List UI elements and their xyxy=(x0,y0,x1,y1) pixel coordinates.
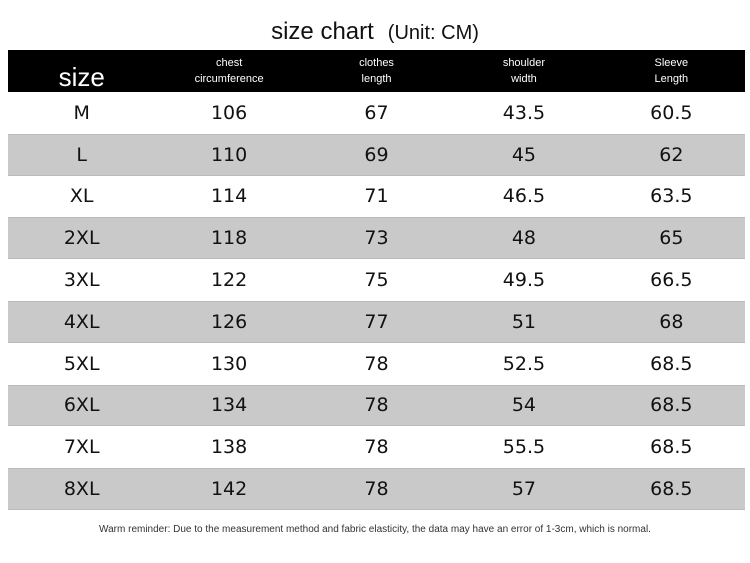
table-row: 7XL 138 78 55.5 68.5 xyxy=(8,426,745,468)
title: size chart (Unit: CM) xyxy=(0,18,750,46)
table-cell: 6XL xyxy=(63,394,100,417)
table-cell: 45 xyxy=(511,143,537,166)
table-row: 4XL 126 77 51 68 xyxy=(8,300,745,343)
table-cell: 68 xyxy=(659,310,684,333)
table-cell: 69 xyxy=(364,143,389,166)
table-row: 5XL 130 78 52.5 68.5 xyxy=(8,343,745,385)
size-table: size chest circumference clothes length shoul… xyxy=(8,50,745,510)
table-cell: 68.5 xyxy=(650,394,693,417)
table-cell: 65 xyxy=(659,227,684,250)
table-cell: 118 xyxy=(210,227,248,250)
table-row: 3XL 122 75 49.5 66.5 xyxy=(8,259,745,301)
table-row: 6XL 134 78 54 68.5 xyxy=(8,384,745,427)
table-cell: 3XL xyxy=(63,269,100,292)
table-cell: 78 xyxy=(364,436,389,459)
table-cell: 68.5 xyxy=(650,478,693,501)
table-row: 2XL 118 73 48 65 xyxy=(8,217,745,260)
table-cell: 2XL xyxy=(63,227,100,250)
table-cell: 67 xyxy=(364,101,389,124)
table-row: XL 114 71 46.5 63.5 xyxy=(8,176,745,218)
table-cell: XL xyxy=(69,185,94,208)
table-cell: 7XL xyxy=(63,436,100,459)
table-cell: 62 xyxy=(659,143,684,166)
table-row: 8XL 142 78 57 68.5 xyxy=(8,468,745,510)
table-cell: 75 xyxy=(364,269,389,292)
table-row: M 106 67 43.5 60.5 xyxy=(8,92,745,134)
table-cell: 110 xyxy=(210,143,248,166)
header-text: chest xyxy=(215,57,243,69)
table-cell: 134 xyxy=(210,394,248,417)
table-cell: 4XL xyxy=(63,310,100,333)
header-text: Sleeve xyxy=(654,57,689,69)
header-text: shoulder xyxy=(502,57,546,69)
table-cell: 52.5 xyxy=(502,352,546,375)
table-cell: 60.5 xyxy=(650,101,693,124)
title-text: size chart xyxy=(271,18,374,45)
table-cell: 130 xyxy=(210,352,248,375)
unit: (Unit: CM) xyxy=(387,22,479,44)
header-cell: size xyxy=(8,50,155,92)
table-cell: 78 xyxy=(364,394,389,417)
table-cell: 8XL xyxy=(63,478,100,501)
table-cell: 43.5 xyxy=(502,101,546,124)
table-cell: 114 xyxy=(210,185,248,208)
table-cell: 54 xyxy=(511,394,537,417)
table-cell: 68.5 xyxy=(650,436,693,459)
header-text: circumference xyxy=(194,73,264,85)
table-cell: 5XL xyxy=(63,352,100,375)
header-text: size xyxy=(58,62,105,92)
table-cell: 48 xyxy=(511,227,537,250)
table-cell: 106 xyxy=(210,101,248,124)
header-row: size chest circumference clothes length shoul… xyxy=(8,50,745,92)
header-text: width xyxy=(511,73,537,85)
table-cell: 138 xyxy=(210,436,248,459)
header-cell: chest circumference xyxy=(155,50,302,92)
table-cell: 126 xyxy=(210,310,248,333)
header-text: length xyxy=(361,73,392,85)
header-cell: Sleeve Length xyxy=(598,50,745,92)
table-cell: M xyxy=(73,101,90,124)
table-cell: 66.5 xyxy=(650,269,693,292)
table-cell: 77 xyxy=(364,310,389,333)
table-cell: 71 xyxy=(364,185,389,208)
table-cell: 63.5 xyxy=(650,185,693,208)
header-cell: clothes length xyxy=(303,50,450,92)
table-cell: 78 xyxy=(364,352,389,375)
table-cell: 73 xyxy=(364,227,389,250)
table-cell: 49.5 xyxy=(502,269,546,292)
table-cell: 55.5 xyxy=(502,436,546,459)
table-cell: 78 xyxy=(364,478,389,501)
table-cell: L xyxy=(76,143,87,166)
table-cell: 51 xyxy=(511,310,537,333)
table-row: L 110 69 45 62 xyxy=(8,133,745,176)
footnote: Warm reminder: Due to the measurement me… xyxy=(99,524,651,535)
table-cell: 142 xyxy=(210,478,248,501)
header-text: clothes xyxy=(359,57,394,69)
table-cell: 68.5 xyxy=(650,352,693,375)
table-cell: 57 xyxy=(511,478,537,501)
header-text: Length xyxy=(654,73,689,85)
table-cell: 122 xyxy=(210,269,248,292)
table-cell: 46.5 xyxy=(502,185,546,208)
header-cell: shoulder width xyxy=(450,50,597,92)
